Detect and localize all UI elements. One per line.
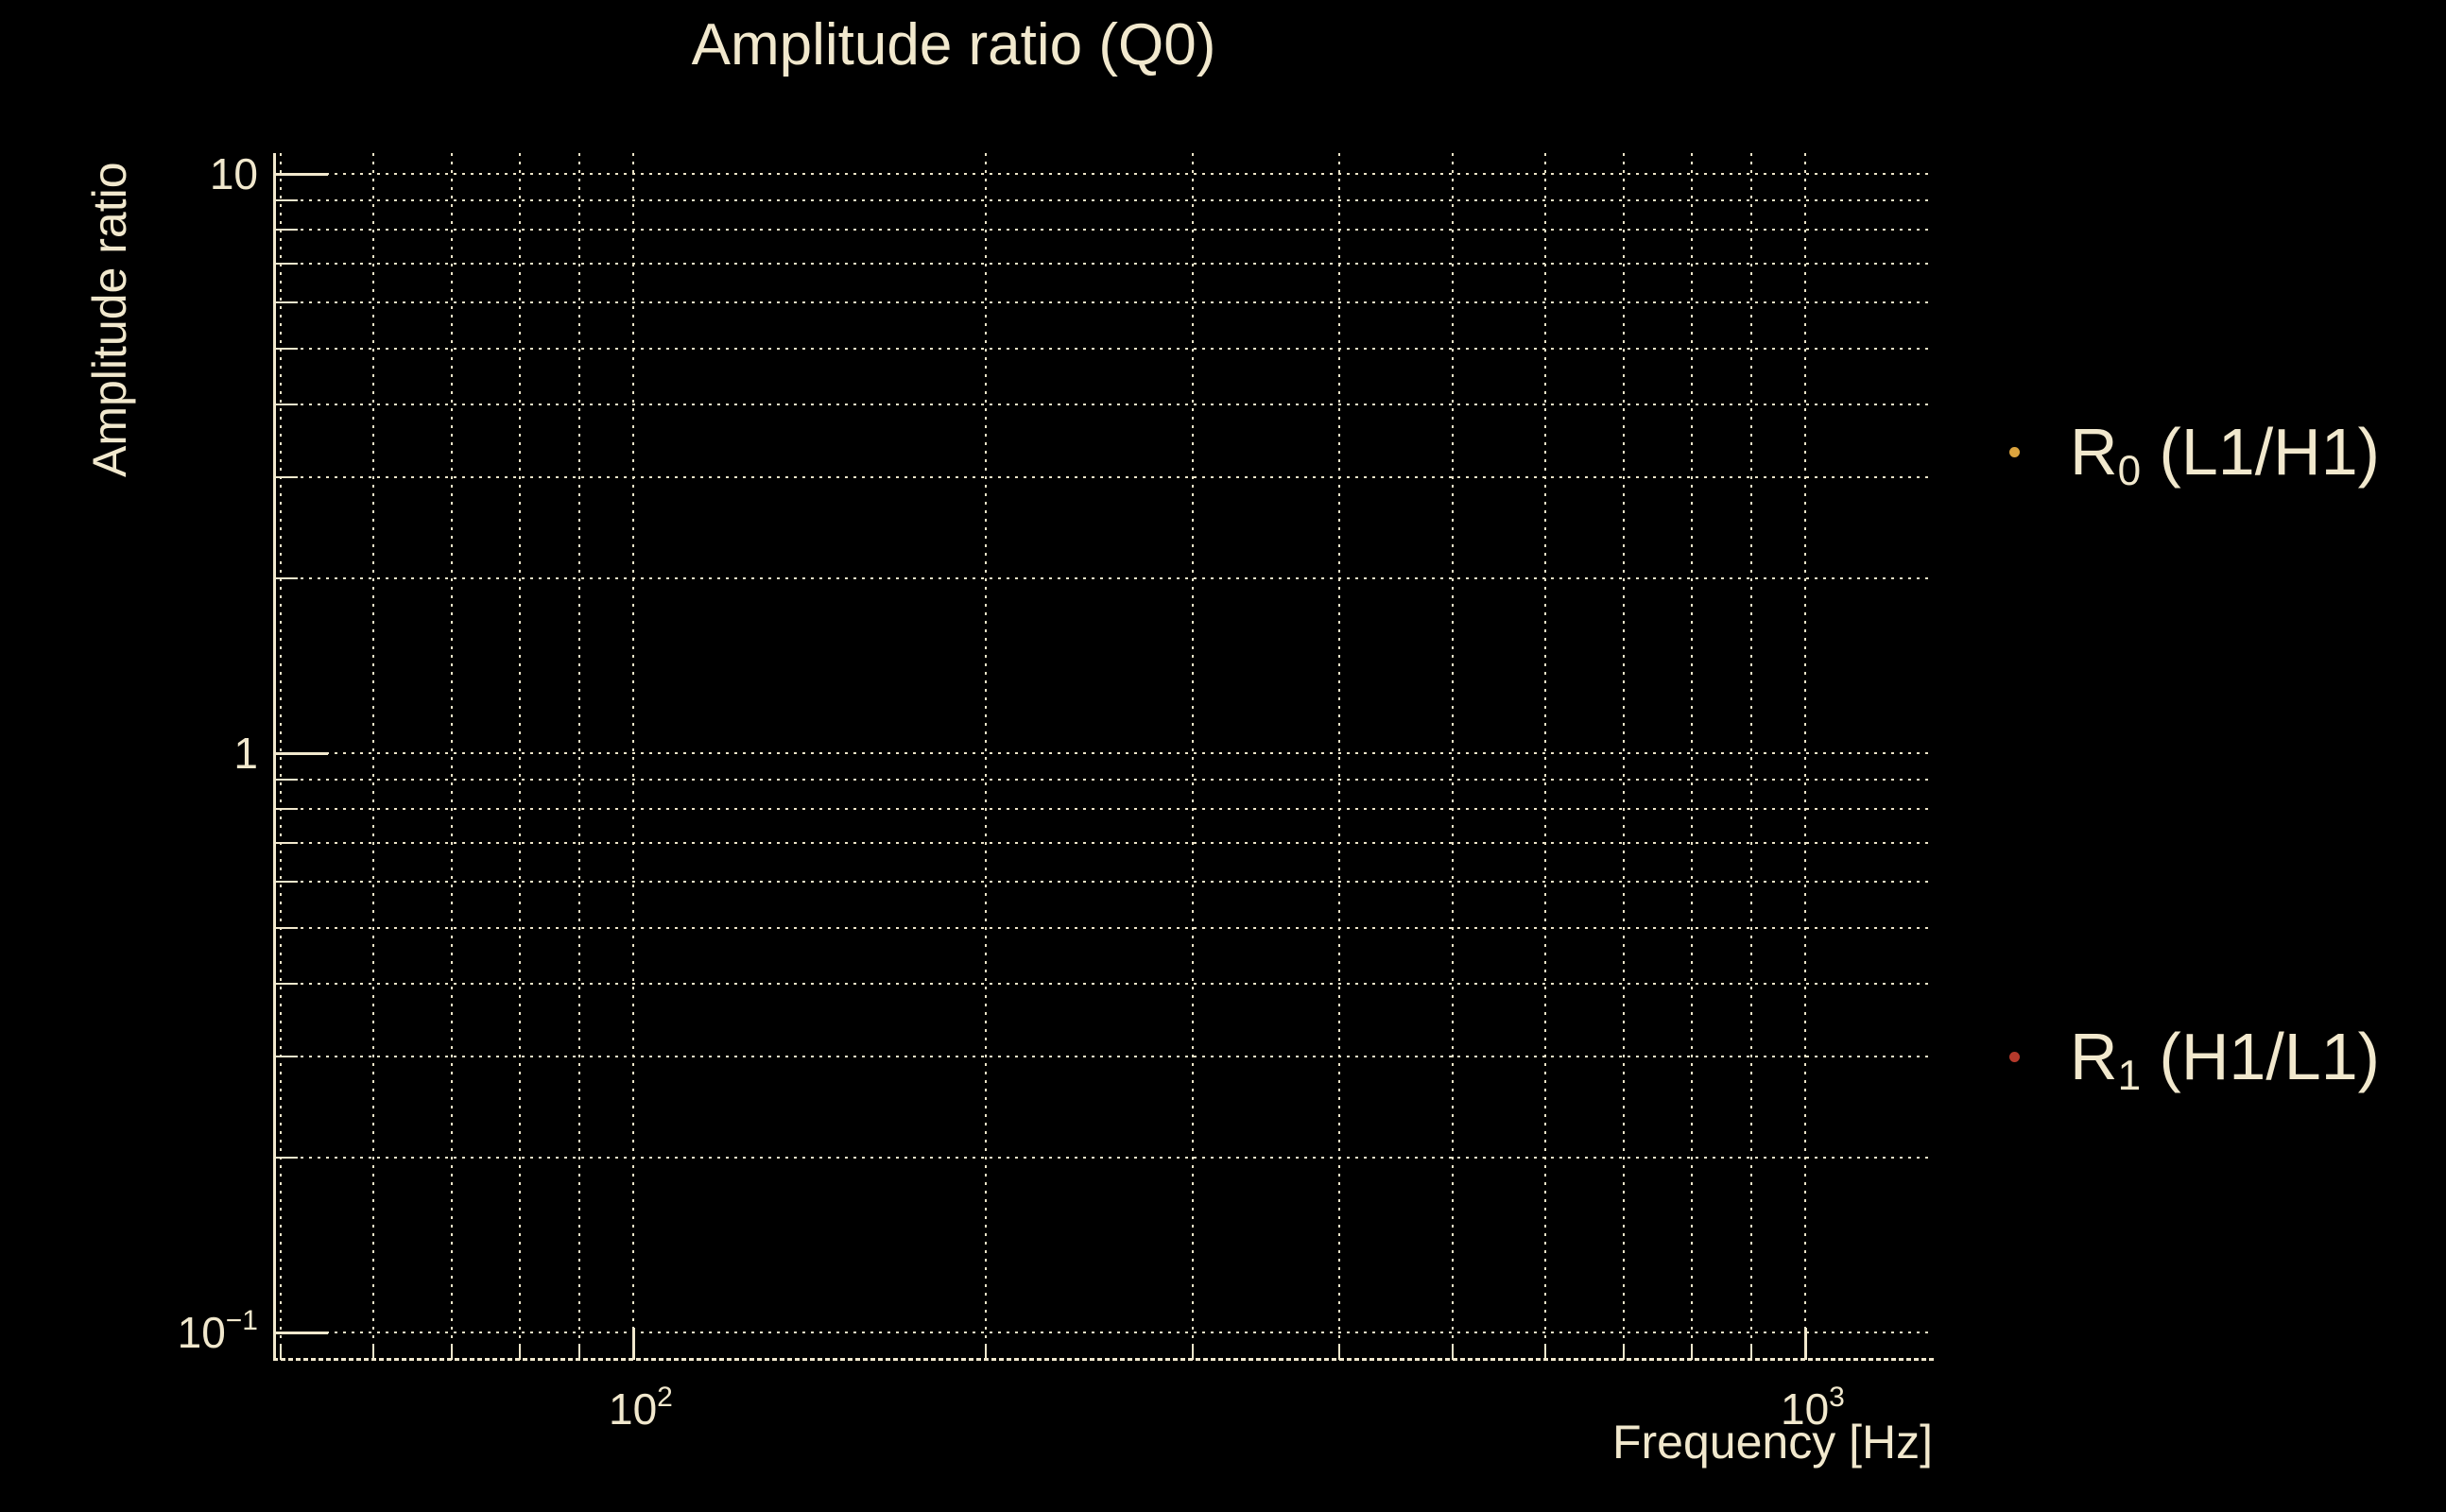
x-gridline [1337,153,1340,1360]
x-tick-label: 102 [609,1383,673,1434]
y-gridline [275,199,1933,202]
x-tick-label-base: 10 [1781,1384,1830,1434]
x-tick-mark [1804,1328,1807,1360]
x-tick-mark [1451,1345,1454,1360]
y-tick-mark [273,301,298,303]
y-tick-mark [273,577,298,580]
y-tick-mark [273,982,298,985]
x-gridline [985,153,988,1360]
y-tick-mark [273,173,328,176]
x-tick-mark [371,1345,374,1360]
y-tick-label: 1 [57,731,258,775]
y-tick-label-exponent: −1 [225,1305,258,1337]
x-axis-label: Frequency [Hz] [1611,1416,1933,1469]
x-tick-mark [632,1328,635,1360]
x-gridline [632,153,634,1360]
x-gridline [450,153,453,1360]
x-gridline [1543,153,1546,1360]
y-gridline [275,779,1933,782]
y-tick-mark [273,880,298,883]
x-gridline [371,153,374,1360]
y-gridline [275,752,1933,754]
y-tick-label: 10 [57,152,258,196]
x-gridline [518,153,521,1360]
y-gridline [275,173,1933,175]
x-tick-mark [1750,1345,1753,1360]
y-tick-label-base: 10 [209,149,258,198]
x-gridline [1690,153,1693,1360]
y-gridline [275,1157,1933,1160]
y-tick-label-base: 1 [233,729,258,778]
legend-r1-suffix: (H1/L1) [2141,1020,2380,1093]
y-axis-spine [273,153,276,1361]
legend-label-r0: R0 (L1/H1) [2070,419,2380,491]
y-gridline [275,347,1933,350]
legend-label-r1: R1 (H1/L1) [2070,1020,2380,1096]
y-tick-mark [273,262,298,265]
legend-r0-subscript: 0 [2117,447,2142,494]
x-tick-mark [1690,1345,1693,1360]
y-gridline [275,808,1933,811]
y-tick-mark [273,779,298,782]
y-tick-mark [273,403,298,405]
y-gridline [275,841,1933,844]
y-gridline [275,301,1933,303]
y-gridline [275,926,1933,929]
x-tick-mark [1543,1345,1546,1360]
y-gridline [275,403,1933,405]
y-tick-mark [273,808,298,811]
x-tick-mark [1337,1345,1340,1360]
y-gridline [275,1332,1933,1333]
x-tick-mark [1622,1345,1625,1360]
x-tick-mark [518,1345,521,1360]
x-gridline [1191,153,1194,1360]
legend-r0-text: R [2070,415,2118,489]
y-tick-mark [273,841,298,844]
legend-r1-subscript: 1 [2117,1052,2142,1099]
x-tick-mark [279,1345,282,1360]
x-gridline [578,153,581,1360]
legend-r1-text: R [2070,1020,2118,1093]
x-gridline [279,153,282,1360]
x-gridline [1750,153,1753,1360]
y-axis-label: Amplitude ratio [83,162,136,478]
x-tick-mark [450,1345,453,1360]
x-tick-label: 103 [1781,1383,1845,1434]
y-tick-mark [273,347,298,350]
y-gridline [275,577,1933,580]
y-gridline [275,262,1933,265]
y-tick-mark [273,199,298,202]
y-tick-label: 10−1 [57,1307,258,1357]
x-axis-spine [273,1358,1934,1361]
x-tick-mark [985,1345,988,1360]
y-tick-mark [273,1332,328,1334]
r0-marker-dot [2009,447,2020,457]
y-tick-mark [273,1055,298,1057]
y-tick-mark [273,1157,298,1160]
y-tick-mark [273,926,298,929]
y-gridline [275,982,1933,985]
x-tick-label-exponent: 2 [657,1382,673,1414]
x-tick-label-base: 10 [609,1384,658,1434]
y-gridline [275,1055,1933,1057]
x-gridline [1804,153,1806,1360]
y-tick-label-base: 10 [177,1308,226,1357]
x-tick-label-exponent: 3 [1829,1382,1845,1414]
chart-title: Amplitude ratio (Q0) [691,12,1216,77]
x-tick-mark [1191,1345,1194,1360]
r1-marker-dot [2009,1052,2020,1062]
y-gridline [275,229,1933,232]
y-tick-mark [273,475,298,478]
legend-r0-suffix: (L1/H1) [2141,415,2380,489]
y-tick-mark [273,752,328,755]
y-gridline [275,880,1933,883]
x-gridline [1622,153,1625,1360]
x-tick-mark [578,1345,581,1360]
y-gridline [275,475,1933,478]
x-gridline [1451,153,1454,1360]
y-tick-mark [273,229,298,232]
